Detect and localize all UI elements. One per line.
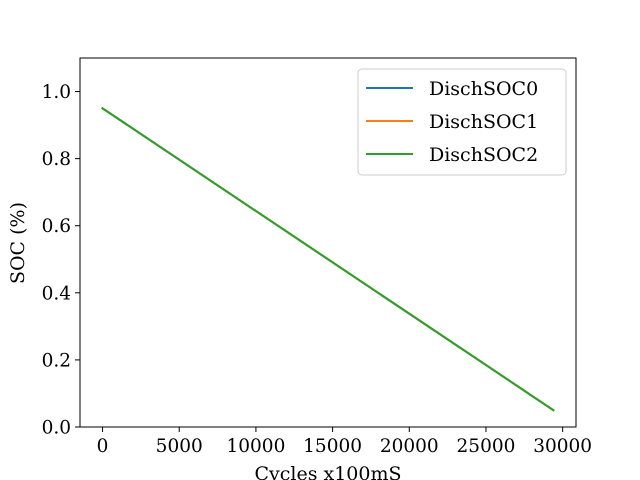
legend-label: DischSOC0 xyxy=(429,78,538,100)
series-layer xyxy=(101,106,555,412)
y-tick-label: 0.4 xyxy=(42,283,71,304)
y-tick-label: 0.2 xyxy=(42,350,71,371)
legend-box xyxy=(357,68,567,176)
x-tick-label: 15000 xyxy=(303,436,362,457)
y-tick-label: 0.8 xyxy=(42,149,71,170)
y-tick-label: 0.0 xyxy=(42,418,71,439)
x-tick-label: 30000 xyxy=(533,436,592,457)
x-tick-label: 10000 xyxy=(226,436,285,457)
x-axis-label: Cycles x100mS xyxy=(254,463,401,480)
y-tick-label: 0.6 xyxy=(42,216,71,237)
x-tick-label: 25000 xyxy=(457,436,516,457)
x-axis: 0 5000 10000 15000 20000 25000 30000 xyxy=(97,427,592,457)
plot-area-frame xyxy=(79,57,577,428)
x-tick-label: 0 xyxy=(97,436,109,457)
legend-label: DischSOC1 xyxy=(429,111,538,133)
x-tick-label: 5000 xyxy=(156,436,203,457)
series-line-dischsoc2 xyxy=(101,106,555,412)
y-axis: 0.0 0.2 0.4 0.6 0.8 1.0 xyxy=(42,82,80,439)
legend: DischSOC0 DischSOC1 DischSOC2 xyxy=(357,68,567,176)
x-tick-label: 20000 xyxy=(380,436,439,457)
y-tick-label: 1.0 xyxy=(42,82,71,103)
y-axis-label: SOC (%) xyxy=(7,202,29,284)
legend-label: DischSOC2 xyxy=(429,144,538,166)
